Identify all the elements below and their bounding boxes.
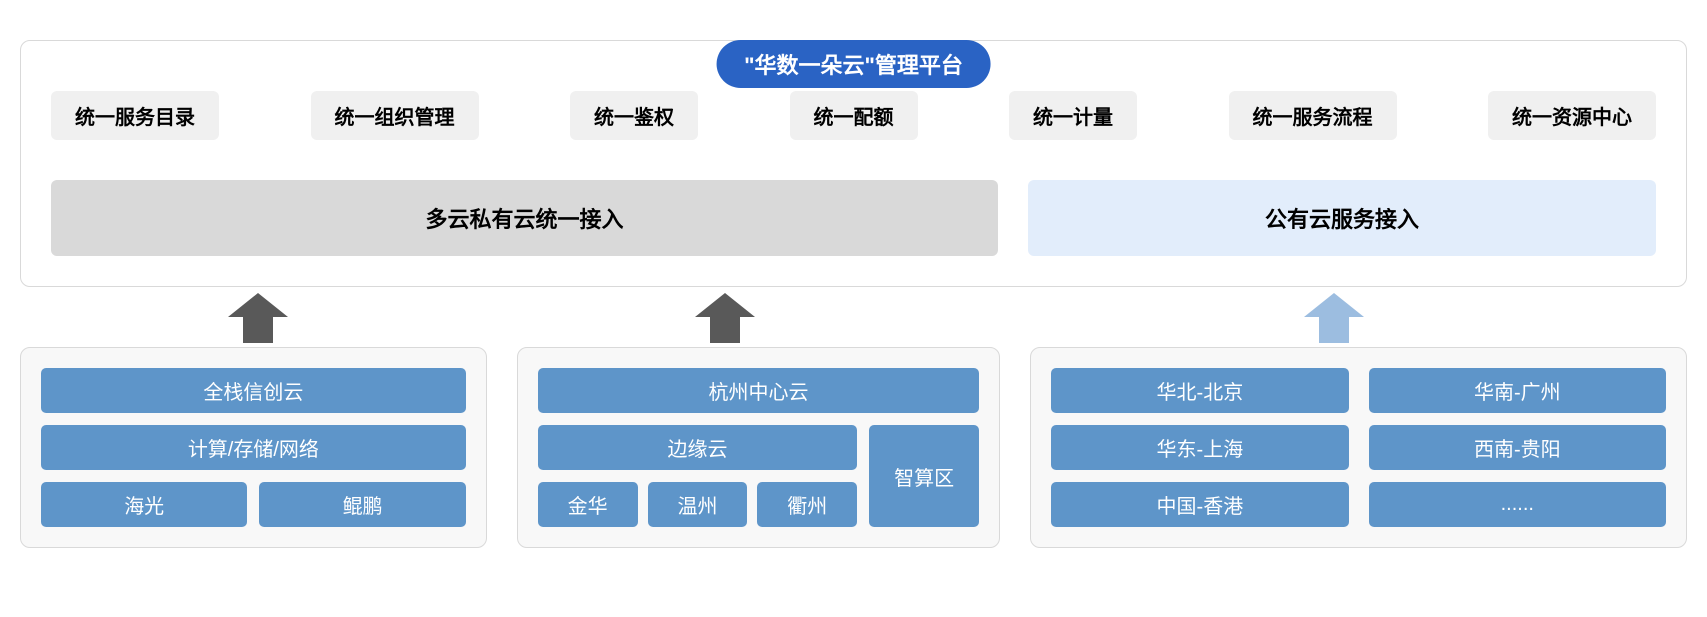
group-hangzhou-cloud: 杭州中心云 边缘云 金华 温州 衢州 智算区 <box>517 347 1000 548</box>
access-row: 多云私有云统一接入 公有云服务接入 <box>51 180 1656 256</box>
private-cloud-access: 多云私有云统一接入 <box>51 180 998 256</box>
feature-item: 统一服务目录 <box>51 91 219 140</box>
box-jinhua: 金华 <box>538 482 638 527</box>
feature-row: 统一服务目录 统一组织管理 统一鉴权 统一配额 统一计量 统一服务流程 统一资源… <box>51 91 1656 140</box>
box-hygon: 海光 <box>41 482 247 527</box>
box-region: 华东-上海 <box>1051 425 1348 470</box>
box-full-stack: 全栈信创云 <box>41 368 466 413</box>
box-region: 中国-香港 <box>1051 482 1348 527</box>
feature-item: 统一服务流程 <box>1229 91 1397 140</box>
feature-item: 统一配额 <box>790 91 918 140</box>
diagram-title: "华数一朵云"管理平台 <box>716 40 991 88</box>
box-region-more: ...... <box>1369 482 1666 527</box>
cloud-architecture-diagram: "华数一朵云"管理平台 统一服务目录 统一组织管理 统一鉴权 统一配额 统一计量… <box>20 40 1687 548</box>
feature-item: 统一计量 <box>1009 91 1137 140</box>
arrows-row <box>20 287 1687 347</box>
feature-item: 统一资源中心 <box>1488 91 1656 140</box>
group-xinchuang-cloud: 全栈信创云 计算/存储/网络 海光 鲲鹏 <box>20 347 487 548</box>
box-region: 华北-北京 <box>1051 368 1348 413</box>
public-cloud-access: 公有云服务接入 <box>1028 180 1656 256</box>
up-arrow-icon <box>695 293 755 348</box>
box-region: 华南-广州 <box>1369 368 1666 413</box>
box-wenzhou: 温州 <box>648 482 748 527</box>
box-kunpeng: 鲲鹏 <box>259 482 465 527</box>
box-compute-storage-network: 计算/存储/网络 <box>41 425 466 470</box>
up-arrow-icon <box>1304 293 1364 348</box>
box-ai-compute: 智算区 <box>869 425 979 527</box>
up-arrow-icon <box>228 293 288 348</box>
box-edge-cloud: 边缘云 <box>538 425 857 470</box>
box-region: 西南-贵阳 <box>1369 425 1666 470</box>
group-public-cloud-regions: 华北-北京 华南-广州 华东-上海 西南-贵阳 中国-香港 ...... <box>1030 347 1687 548</box>
box-hangzhou-center: 杭州中心云 <box>538 368 979 413</box>
bottom-row: 全栈信创云 计算/存储/网络 海光 鲲鹏 杭州中心云 边缘云 金华 温州 衢州 <box>20 347 1687 548</box>
box-quzhou: 衢州 <box>757 482 857 527</box>
feature-item: 统一鉴权 <box>570 91 698 140</box>
feature-item: 统一组织管理 <box>311 91 479 140</box>
